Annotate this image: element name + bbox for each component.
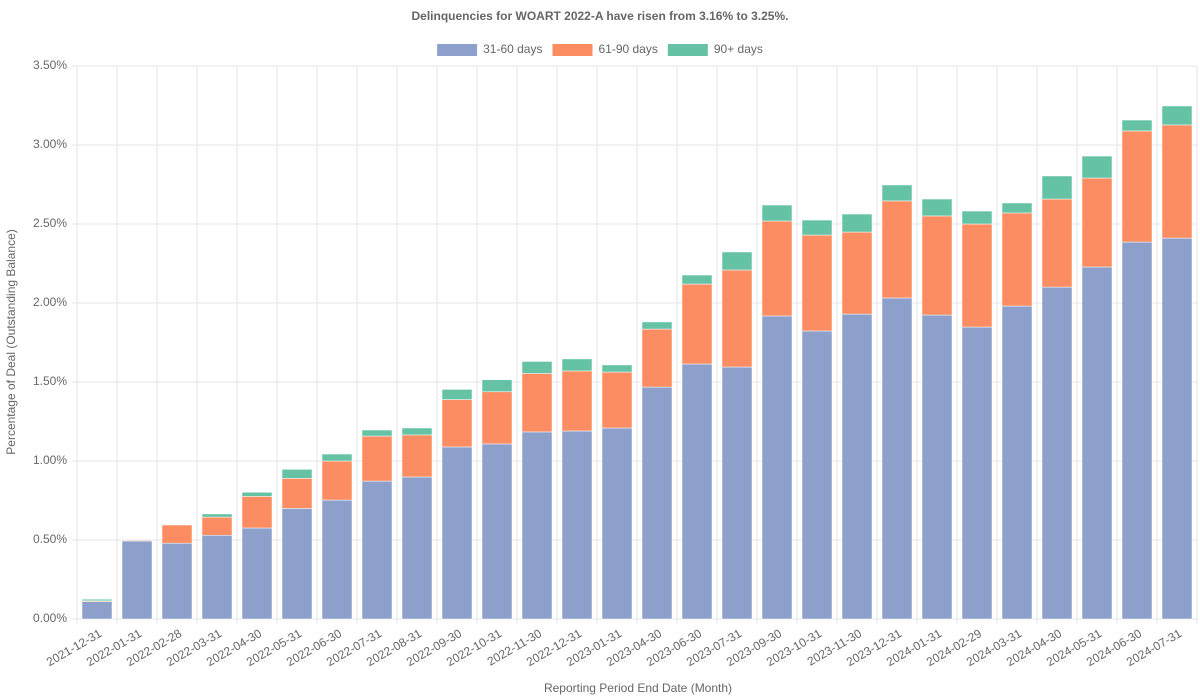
bar-segment [1121, 130, 1153, 243]
bar-segment [721, 269, 753, 368]
legend-label: 61-90 days [598, 42, 657, 56]
bar-segment [1001, 202, 1033, 214]
bar-segment [681, 363, 713, 620]
bar-segment [921, 198, 953, 217]
bar-segment [321, 453, 353, 462]
bar-segment [1041, 286, 1073, 620]
bar-segment [481, 391, 513, 445]
y-tick-label: 1.00% [33, 453, 67, 467]
y-tick-label: 0.50% [33, 532, 67, 546]
y-tick-label: 2.00% [33, 295, 67, 309]
bar-segment [601, 371, 633, 429]
legend-label: 31-60 days [483, 42, 542, 56]
bar-segment [1081, 177, 1113, 268]
bar-segment [681, 283, 713, 365]
y-tick-label: 2.50% [33, 216, 67, 230]
bar-segment [881, 297, 913, 620]
bar-segment [1041, 198, 1073, 288]
bar-segment [481, 443, 513, 620]
bar-segment [961, 326, 993, 620]
y-tick-label: 1.50% [33, 374, 67, 388]
bar-segment [1161, 124, 1193, 239]
bar-segment [641, 328, 673, 388]
bar-segment [1161, 237, 1193, 620]
bar-segment [201, 535, 233, 620]
bar-segment [881, 184, 913, 202]
bar-segment [401, 476, 433, 620]
bar-segment [321, 499, 353, 620]
bar-segment [561, 358, 593, 372]
bar-segment [961, 223, 993, 328]
bar-segment [561, 430, 593, 620]
bar-segment [641, 321, 673, 330]
bar-segment [921, 314, 953, 620]
bar-segment [801, 330, 833, 620]
legend-swatch [552, 44, 593, 56]
bar-segment [761, 204, 793, 222]
bar-segment [1041, 175, 1073, 200]
bar-segment [1121, 241, 1153, 620]
bar-segment [601, 427, 633, 620]
bar-segment [81, 599, 113, 602]
bar-segment [1121, 119, 1153, 132]
bar-segment [681, 274, 713, 285]
bar-segment [761, 220, 793, 317]
bar-segment [521, 361, 553, 374]
bar-segment [1161, 105, 1193, 126]
bar-segment [801, 219, 833, 236]
bar-segment [161, 542, 193, 620]
bar-segment [281, 469, 313, 479]
bar-segment [321, 460, 353, 501]
bar-segment [441, 446, 473, 620]
bar-segment [561, 370, 593, 432]
legend-label: 90+ days [714, 42, 763, 56]
bar-segment [881, 200, 913, 299]
bar-segment [801, 234, 833, 332]
chart-title: Delinquencies for WOART 2022-A have rise… [411, 9, 788, 23]
y-axis-title: Percentage of Deal (Outstanding Balance) [4, 229, 18, 454]
bar-segment [241, 527, 273, 620]
bar-segment [1001, 305, 1033, 620]
bar-segment [521, 431, 553, 620]
bar-segment [921, 215, 953, 316]
legend-swatch [667, 44, 708, 56]
bar-segment [841, 313, 873, 620]
x-axis-title: Reporting Period End Date (Month) [544, 681, 732, 695]
y-tick-label: 0.00% [33, 611, 67, 625]
bar-segment [841, 213, 873, 233]
bar-segment [721, 366, 753, 620]
bar-segment [121, 539, 153, 542]
bar-segment [401, 427, 433, 436]
bar-segment [201, 516, 233, 536]
bar-segment [161, 524, 193, 544]
legend-swatch [437, 44, 478, 56]
bar-segment [601, 364, 633, 373]
bar-segment [281, 478, 313, 509]
bar-segment [361, 435, 393, 482]
bar-segment [721, 251, 753, 271]
bar-segment [481, 379, 513, 393]
bar-segment [361, 429, 393, 437]
bar-segment [841, 231, 873, 315]
bar-segment [521, 373, 553, 433]
bar-segment [1081, 266, 1113, 620]
y-tick-label: 3.50% [33, 58, 67, 72]
y-tick-label: 3.00% [33, 137, 67, 151]
bar-segment [961, 210, 993, 225]
bar-segment [1001, 212, 1033, 307]
bar-segment [81, 601, 113, 620]
bar-segment [441, 389, 473, 400]
bar-segment [281, 508, 313, 620]
bar-segment [401, 434, 433, 478]
bar-segment [441, 399, 473, 448]
bar-segment [241, 492, 273, 497]
bar-segment [361, 480, 393, 620]
bar-segment [121, 540, 153, 620]
bar-segment [241, 496, 273, 529]
bar-segment [201, 513, 233, 518]
bar-segment [761, 315, 793, 620]
bar-segment [641, 386, 673, 620]
bar-segment [1081, 155, 1113, 179]
